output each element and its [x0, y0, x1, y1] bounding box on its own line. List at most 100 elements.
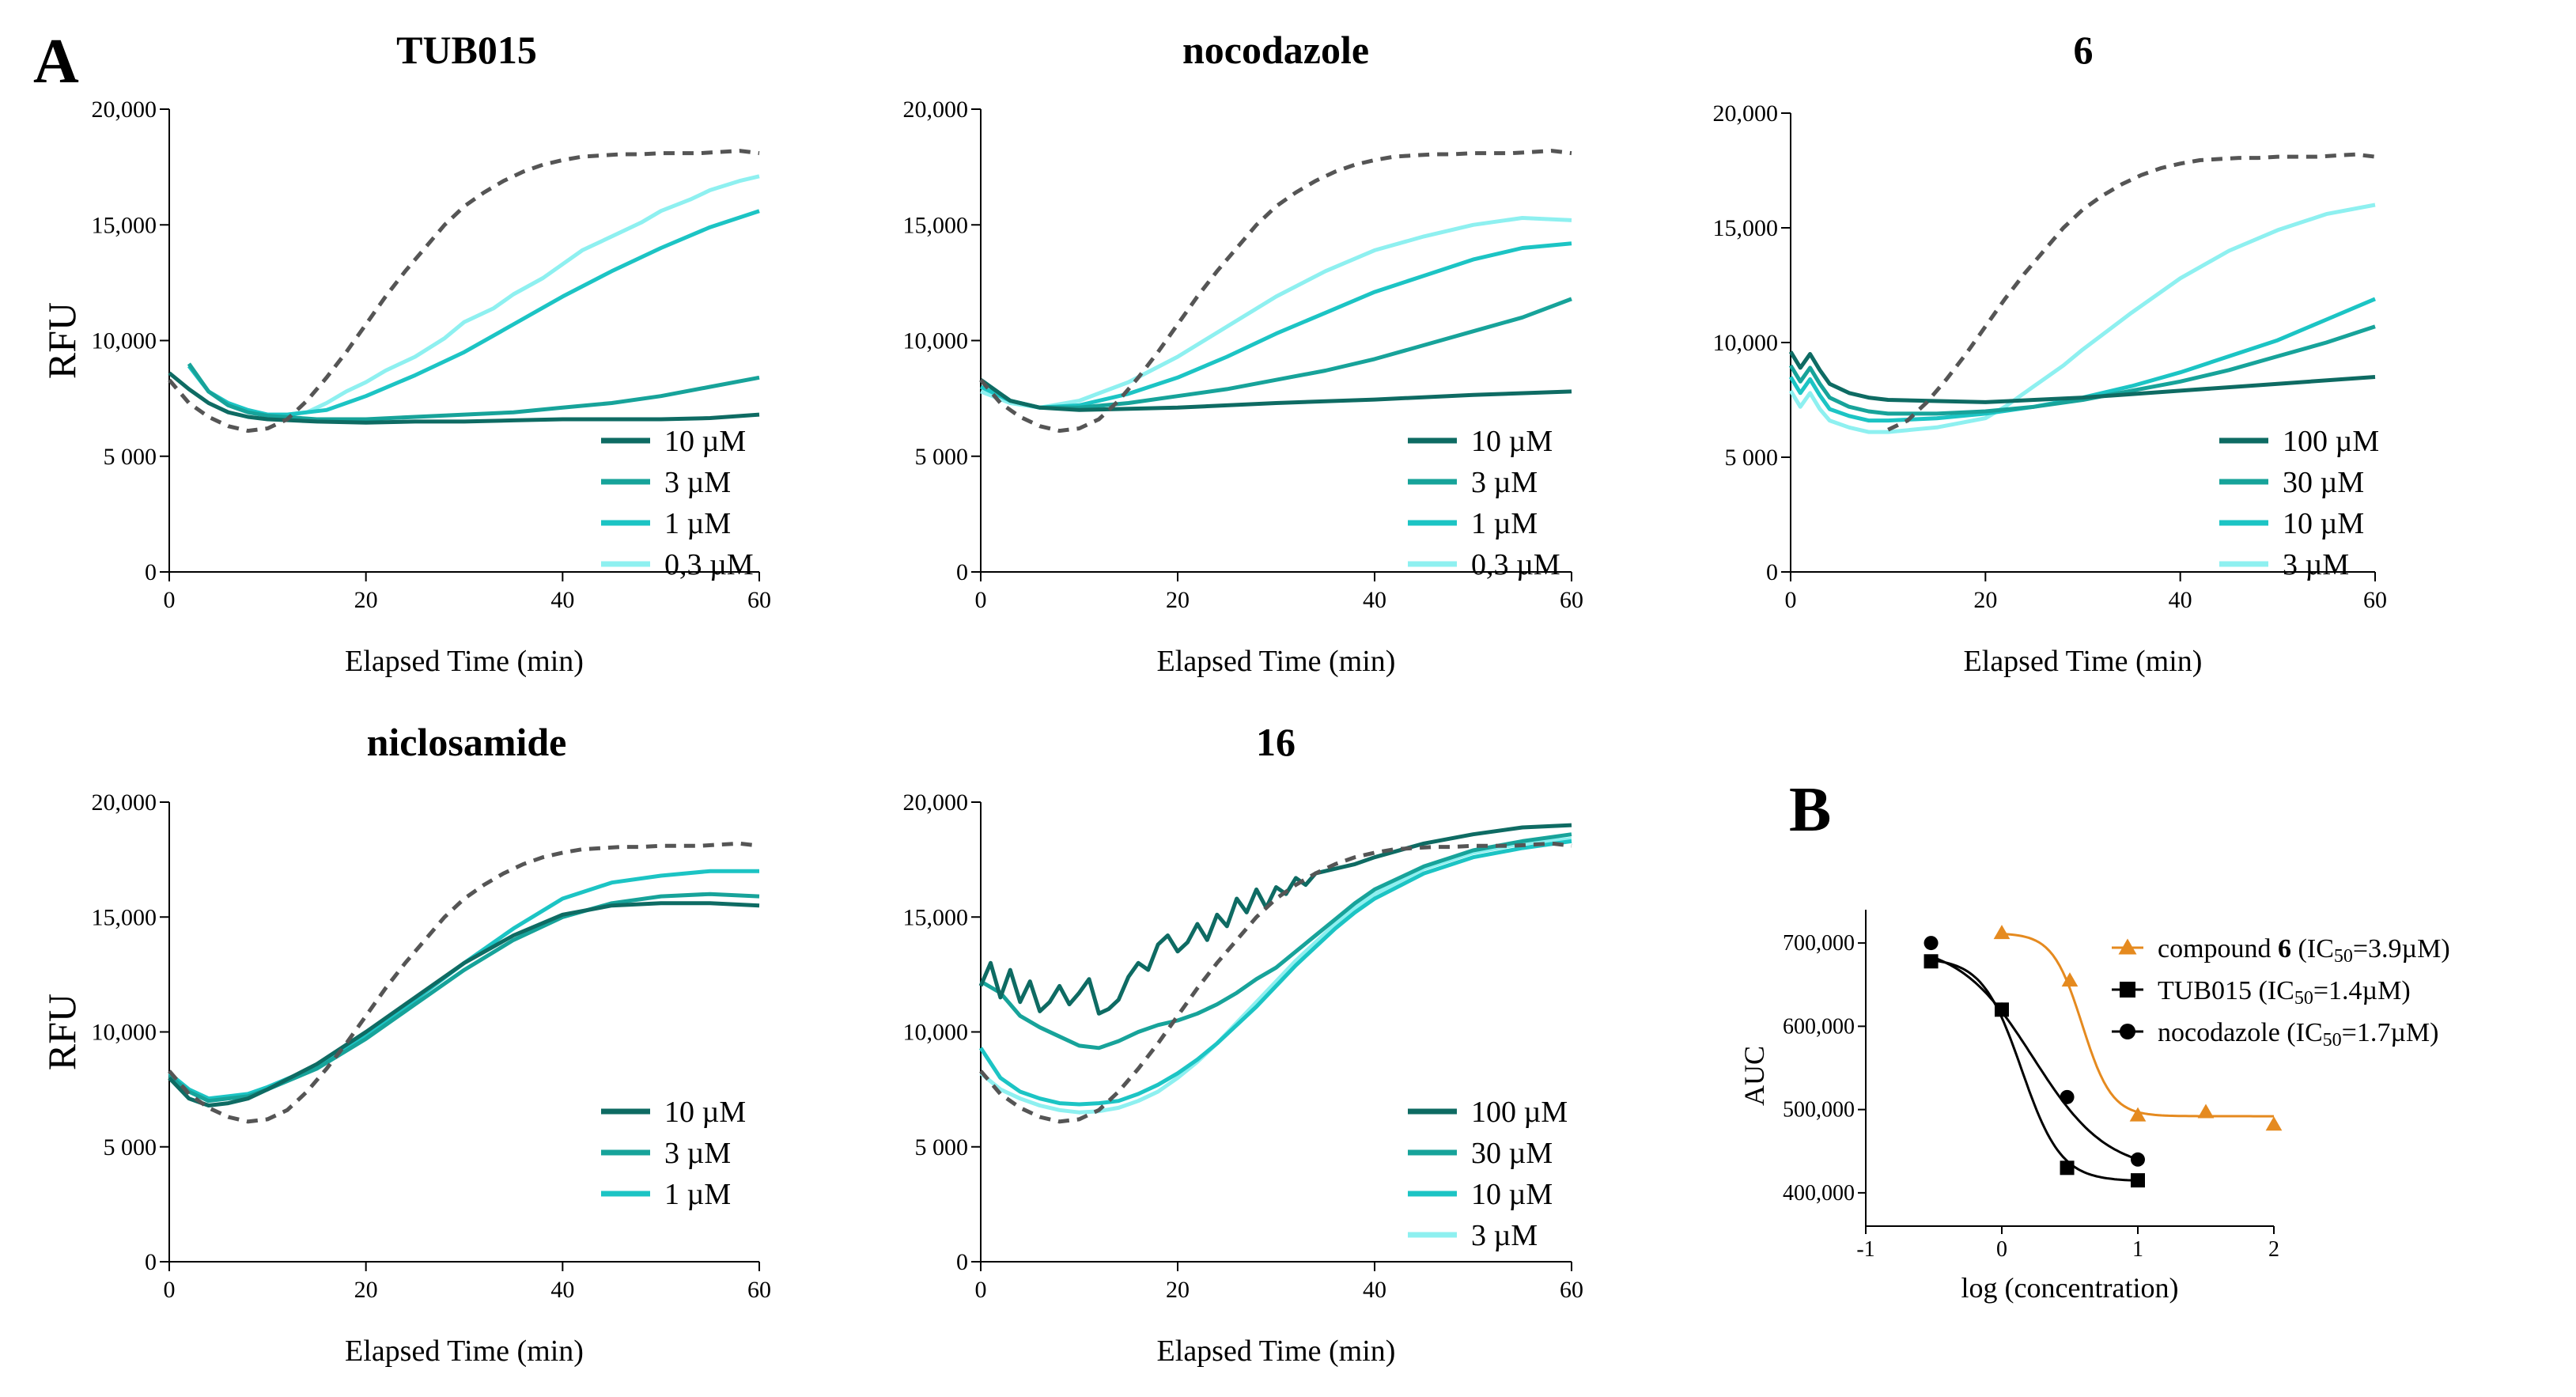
y-tick-label: 0 [145, 559, 157, 585]
x-tick-label: 0 [1785, 587, 1797, 613]
fit-curve-2 [1931, 959, 2139, 1182]
y-tick-label: 20,000 [903, 789, 969, 816]
x-tick-label: 40 [550, 1277, 574, 1303]
data-point [1995, 1002, 2009, 1017]
legend-text-part: compound [2158, 934, 2278, 964]
series-line-2 [168, 892, 760, 1104]
y-tick-label: 20,000 [1713, 100, 1779, 127]
data-point [2131, 1173, 2145, 1188]
panel-label-a: A [33, 27, 79, 97]
legend-label: 10 µM [664, 1096, 746, 1129]
y-tick-label: 0 [1766, 559, 1778, 585]
y-tick-label: 600,000 [1783, 1014, 1855, 1039]
data-point [2131, 1152, 2145, 1167]
series-line-3 [979, 241, 1572, 410]
legend-text-part: (IC [2291, 934, 2334, 964]
x-tick-label: 20 [1973, 587, 1997, 613]
control-line [979, 841, 1572, 1124]
x-axis-label: Elapsed Time (min) [1157, 1335, 1396, 1368]
y-tick-label: 15,000 [1713, 215, 1779, 241]
control-line [168, 841, 760, 1124]
legend-label: 10 µM [1471, 1178, 1553, 1211]
y-tick-label: 15,000 [903, 212, 969, 238]
data-point [2265, 1116, 2283, 1131]
x-axis-label: log (concentration) [1961, 1272, 2179, 1304]
x-tick-label: 20 [1166, 587, 1190, 613]
data-point [1923, 936, 1939, 951]
x-tick-label: 60 [747, 587, 771, 613]
legend-label: 100 µM [1471, 1096, 1568, 1129]
y-tick-label: 10,000 [92, 328, 157, 354]
legend-text-part: 50 [2334, 946, 2353, 967]
line-chart-5: 16 0 20 40 60 0 5 000 10,000 15,000 20,000 Elapsed… [903, 720, 1584, 1368]
legend-text-part: =1.4µM) [2313, 976, 2411, 1005]
legend-label: 1 µM [664, 507, 731, 540]
chart-title: niclosamide [367, 720, 567, 764]
data-point [2120, 982, 2135, 998]
x-axis-label: Elapsed Time (min) [1964, 645, 2203, 678]
legend-label: 10 µM [1471, 425, 1553, 458]
series-line-3 [978, 839, 1572, 1107]
data-point [2061, 972, 2079, 987]
y-tick-label: 0 [145, 1249, 157, 1275]
legend-text-part: nocodazole (IC [2158, 1018, 2323, 1047]
line-chart-1: TUB015 0 20 40 60 0 5 000 10,000 15,000 20,000 Ela… [40, 28, 771, 678]
series-line-1 [168, 371, 760, 425]
y-tick-label: 5 000 [915, 444, 969, 470]
line-chart-2: nocodazole 0 20 40 60 0 5 000 10,000 15,000 20,00… [903, 28, 1584, 678]
y-tick-label: 15,000 [92, 904, 157, 930]
chart-title: nocodazole [1182, 28, 1369, 72]
data-point [2060, 1160, 2075, 1176]
legend-text-part: 50 [2294, 988, 2313, 1009]
x-tick-label: 20 [1166, 1277, 1190, 1303]
x-tick-label: 20 [354, 587, 378, 613]
x-tick-label: 1 [2132, 1237, 2143, 1262]
legend-label: 100 µM [2283, 425, 2379, 458]
x-axis-label: Elapsed Time (min) [1157, 645, 1396, 678]
x-axis-label: Elapsed Time (min) [345, 645, 584, 678]
x-tick-label: 2 [2268, 1237, 2279, 1262]
series-line-4 [267, 174, 760, 417]
y-tick-label: 10,000 [903, 328, 969, 354]
chart-title: 16 [1256, 720, 1296, 764]
series-line-1 [979, 378, 1572, 412]
x-tick-label: 0 [164, 1277, 176, 1303]
y-tick-label: 20,000 [92, 789, 157, 816]
legend-label: 30 µM [2283, 466, 2364, 499]
x-tick-label: 60 [1560, 1277, 1583, 1303]
legend-label: 3 µM [664, 1137, 731, 1170]
series-line-2 [979, 297, 1572, 410]
dose-response-chart: -1 0 1 2 400,000 500,000 600,000 700,000 log (co… [1738, 910, 2450, 1304]
chart-title: 6 [2074, 28, 2094, 72]
legend-label: 3 µM [664, 466, 731, 499]
data-point [2120, 1024, 2135, 1039]
data-point [2129, 1107, 2147, 1122]
legend-label: 10 µM [664, 425, 746, 458]
chart-title: TUB015 [396, 28, 537, 72]
x-axis-label: Elapsed Time (min) [345, 1335, 584, 1368]
panel-label-b: B [1789, 775, 1831, 845]
y-tick-label: 5 000 [104, 444, 157, 470]
data-point [2118, 938, 2137, 955]
line-chart-4: niclosamide 0 20 40 60 0 5 000 10,000 15,000 20,0… [40, 720, 771, 1368]
y-tick-label: 20,000 [903, 97, 969, 123]
y-tick-label: 20,000 [92, 97, 157, 123]
legend-label: TUB015 (IC50=1.4µM) [2158, 976, 2411, 1009]
x-tick-label: 40 [550, 587, 574, 613]
fit-curve-3 [1931, 955, 2139, 1161]
control-line [1887, 152, 2376, 432]
x-tick-label: 0 [975, 1277, 987, 1303]
x-tick-label: 20 [354, 1277, 378, 1303]
y-tick-label: 5 000 [104, 1134, 157, 1160]
data-point [2197, 1104, 2215, 1119]
legend-label: 0,3 µM [1471, 548, 1560, 581]
series-line-2 [187, 362, 760, 422]
legend-text-part: 6 [2278, 934, 2291, 964]
y-tick-label: 400,000 [1783, 1181, 1855, 1206]
legend-text-part: TUB015 (IC [2158, 976, 2294, 1005]
y-tick-label: 15,000 [92, 212, 157, 238]
x-tick-label: 40 [1363, 587, 1386, 613]
y-tick-label: 10,000 [92, 1020, 157, 1046]
